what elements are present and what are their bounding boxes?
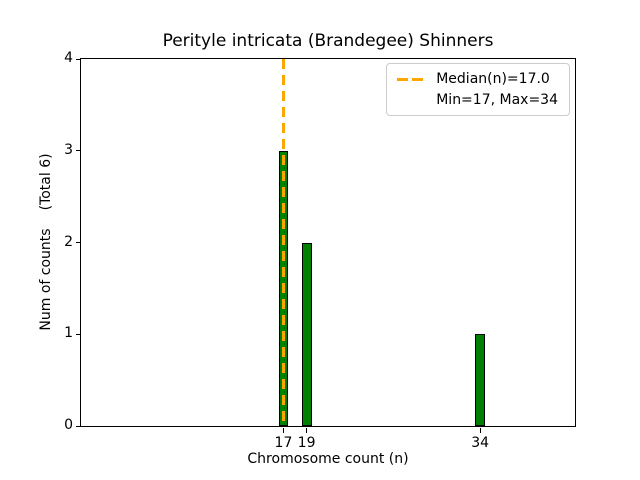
legend-empty-handle <box>397 99 423 102</box>
y-axis-label: Num of counts (Total 6) <box>38 153 54 330</box>
y-tick-label: 3 <box>64 141 73 158</box>
y-tick-mark <box>76 242 81 243</box>
legend-median-label: Median(n)=17.0 <box>436 71 550 87</box>
legend: Median(n)=17.0 Min=17, Max=34 <box>386 63 570 116</box>
y-tick-label: 4 <box>64 50 73 66</box>
y-tick-label: 1 <box>64 325 73 342</box>
median-line <box>281 59 285 426</box>
y-tick-label: 2 <box>64 233 73 250</box>
x-tick-mark <box>479 428 481 433</box>
y-tick-mark <box>76 425 81 427</box>
plot-area: Median(n)=17.0 Min=17, Max=34 0 1 2 3 4 17 19 3… <box>64 50 576 451</box>
y-tick-label: 0 <box>64 417 73 433</box>
bar-x19 <box>301 242 312 426</box>
x-tick-mark <box>306 428 308 433</box>
x-tick-label: 19 <box>297 435 316 451</box>
median-dash-icon <box>397 77 424 81</box>
y-tick-mark <box>76 150 81 152</box>
x-tick-label: 34 <box>471 435 490 451</box>
y-axis-label-text: Num of counts <box>38 228 54 331</box>
chart-title: Perityle intricata (Brandegee) Shinners <box>162 31 494 51</box>
x-tick-mark <box>282 428 284 433</box>
x-axis-label: Chromosome count (n) <box>247 451 409 467</box>
x-tick-label: 17 <box>274 435 293 451</box>
bar-x34 <box>475 334 486 426</box>
y-tick-mark <box>76 333 81 335</box>
y-axis-total-note: (Total 6) <box>38 153 54 211</box>
legend-minmax-label: Min=17, Max=34 <box>436 92 558 108</box>
y-tick-mark <box>76 58 81 60</box>
